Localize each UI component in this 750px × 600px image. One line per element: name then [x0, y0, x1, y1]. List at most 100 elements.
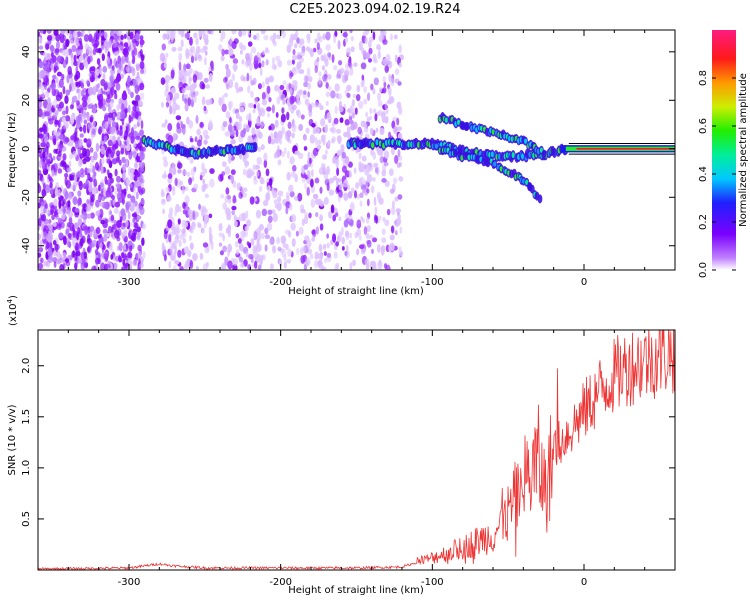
noise-cell	[350, 46, 355, 53]
noise-cell	[53, 261, 57, 268]
noise-cell	[335, 177, 339, 187]
noise-cell	[245, 210, 249, 219]
noise-cell	[327, 73, 332, 80]
noise-cell	[70, 135, 75, 141]
noise-cell	[120, 208, 126, 217]
noise-cell	[67, 65, 73, 76]
noise-cell	[106, 178, 112, 187]
noise-cell	[238, 256, 244, 263]
noise-cell	[379, 30, 385, 39]
noise-cell	[58, 143, 61, 150]
noise-cell	[218, 222, 223, 232]
y-tick-label: 20	[21, 94, 32, 107]
noise-cell	[376, 191, 381, 199]
spectrogram-frame	[37, 29, 676, 271]
noise-cell	[260, 232, 265, 240]
noise-cell	[288, 184, 294, 193]
noise-cell	[348, 169, 352, 177]
y-tick-label: -40	[21, 238, 32, 254]
noise-cell	[392, 200, 395, 209]
noise-cell	[311, 122, 316, 128]
noise-cell	[43, 260, 49, 267]
noise-cell	[276, 148, 282, 157]
noise-cell	[280, 151, 286, 158]
noise-cell	[178, 70, 182, 76]
noise-cell	[93, 43, 98, 49]
noise-cell	[309, 157, 312, 165]
noise-cell	[132, 105, 137, 112]
noise-cell	[280, 113, 286, 123]
noise-cell	[94, 199, 100, 208]
noise-cell	[93, 178, 98, 187]
noise-cell	[397, 81, 402, 86]
noise-cell	[79, 126, 83, 132]
noise-cell	[66, 74, 70, 84]
noise-cell	[326, 112, 332, 121]
noise-cell	[105, 189, 111, 198]
noise-cell	[326, 165, 330, 175]
noise-cell	[40, 257, 44, 264]
noise-cell	[134, 161, 138, 169]
noise-cell	[54, 61, 58, 68]
noise-cell	[286, 258, 292, 264]
noise-cell	[275, 55, 281, 62]
noise-cell	[347, 191, 353, 199]
noise-cell	[130, 151, 134, 156]
noise-cell	[264, 48, 270, 54]
noise-cell	[356, 219, 362, 229]
noise-cell	[240, 230, 246, 237]
noise-cell	[366, 224, 371, 233]
noise-cell	[169, 207, 173, 215]
noise-cell	[374, 206, 378, 215]
noise-cell	[77, 218, 83, 226]
noise-cell	[296, 95, 300, 104]
noise-cell	[181, 93, 185, 102]
noise-cell	[277, 246, 282, 252]
noise-cell	[53, 30, 59, 37]
noise-cell	[62, 263, 66, 270]
noise-cell	[395, 230, 398, 236]
noise-cell	[253, 104, 257, 109]
noise-cell	[353, 190, 358, 199]
noise-cell	[86, 167, 91, 174]
noise-cell	[177, 169, 182, 174]
noise-cell	[126, 144, 131, 152]
noise-cell	[294, 43, 298, 49]
noise-cell	[47, 158, 51, 167]
noise-cell	[383, 161, 389, 167]
noise-cell	[179, 30, 185, 35]
noise-cell	[118, 255, 122, 262]
noise-cell	[250, 90, 254, 98]
x-tick-label: -200	[269, 277, 292, 288]
noise-cell	[299, 89, 303, 95]
noise-cell	[260, 178, 266, 185]
noise-cell	[67, 192, 73, 200]
noise-cell	[108, 208, 112, 218]
trace-core	[417, 141, 421, 148]
noise-cell	[333, 251, 338, 259]
noise-cell	[43, 231, 48, 239]
noise-cell	[89, 162, 94, 168]
noise-cell	[43, 84, 48, 91]
noise-cell	[264, 234, 271, 240]
noise-cell	[178, 52, 183, 62]
noise-cell	[80, 214, 85, 219]
noise-cell	[99, 66, 103, 75]
noise-cell	[327, 210, 333, 219]
noise-cell	[57, 250, 61, 260]
noise-cell	[77, 159, 83, 167]
noise-cell	[388, 244, 393, 252]
noise-cell	[396, 101, 402, 110]
noise-cell	[304, 75, 309, 83]
noise-cell	[201, 83, 206, 90]
noise-cell	[159, 52, 166, 62]
noise-cell	[47, 34, 53, 41]
noise-cell	[40, 30, 44, 35]
noise-cell	[256, 253, 262, 263]
noise-cell	[59, 55, 63, 63]
noise-cell	[356, 248, 360, 256]
noise-cell	[384, 65, 389, 73]
trace-core	[493, 161, 497, 167]
noise-cell	[58, 232, 64, 239]
noise-cell	[230, 139, 236, 145]
